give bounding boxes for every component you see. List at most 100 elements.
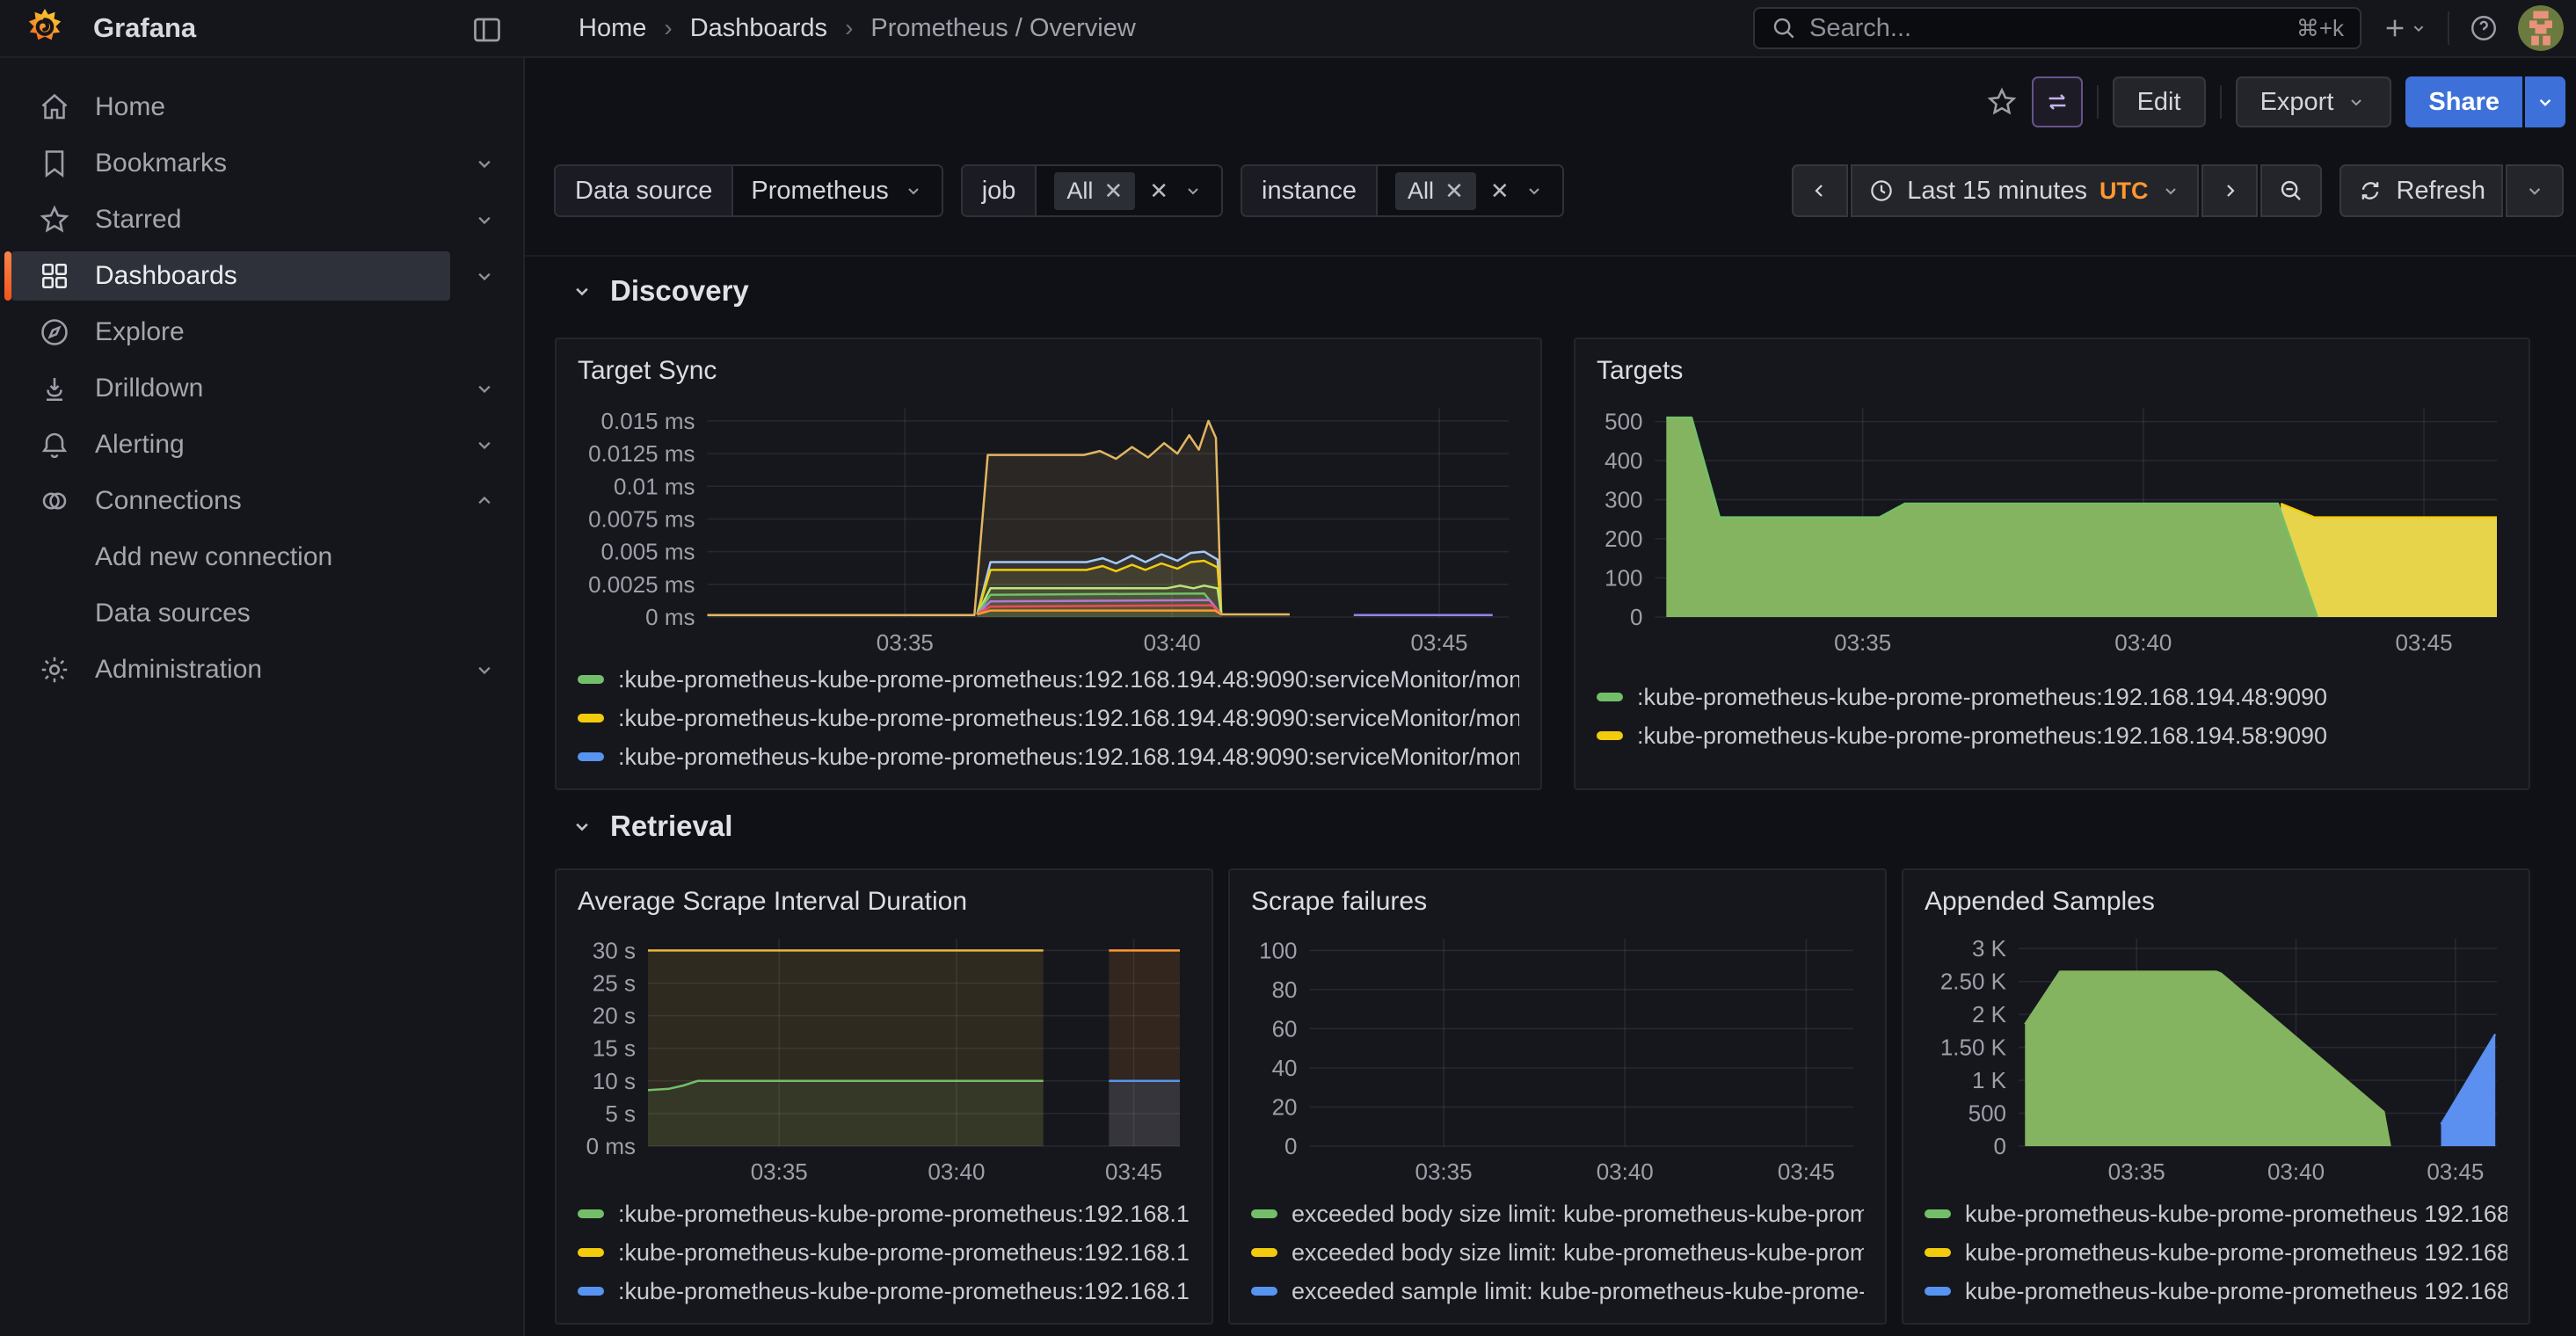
legend-swatch: [578, 714, 604, 722]
section-discovery[interactable]: Discovery: [570, 274, 749, 308]
legend-item[interactable]: kube-prometheus-kube-prome-prometheus 19…: [1925, 1233, 2507, 1272]
sidebar-item-home[interactable]: Home: [0, 79, 523, 135]
swap-arrows-button[interactable]: [2031, 76, 2083, 127]
y-tick-label: 3 K: [1972, 935, 2007, 962]
legend-item[interactable]: :kube-prometheus-kube-prome-prometheus:1…: [1597, 678, 2507, 716]
panel-targets: Targets 500 400 300 200 100 0 03:35 03:40 03:45 …: [1574, 338, 2530, 790]
legend-item[interactable]: :kube-prometheus-kube-prome-prometheus:1…: [578, 1233, 1190, 1272]
chevron-left-icon: [1815, 185, 1823, 197]
refresh-button[interactable]: Refresh: [2340, 164, 2503, 217]
series-area: [2281, 504, 2497, 617]
job-value-pill[interactable]: All ✕: [1054, 171, 1136, 210]
time-shift-back-button[interactable]: [1792, 164, 1849, 217]
legend-item[interactable]: kube-prometheus-kube-prome-prometheus 19…: [1925, 1194, 2507, 1233]
x-tick-label: 03:40: [2114, 629, 2172, 656]
add-button[interactable]: [2381, 14, 2428, 42]
search-placeholder: Search...: [1809, 13, 1912, 42]
instance-filter[interactable]: instance All ✕ ✕: [1241, 164, 1564, 217]
instance-value-pill[interactable]: All ✕: [1395, 171, 1476, 210]
sidebar-item-dashboards[interactable]: Dashboards: [0, 248, 523, 304]
average-scrape-chart[interactable]: 30 s 25 s 20 s 15 s 10 s 5 s 0 ms 03:35 03:40 03:…: [578, 925, 1190, 1188]
legend: :kube-prometheus-kube-prome-prometheus:1…: [1597, 678, 2507, 755]
app-title[interactable]: Grafana: [93, 12, 197, 43]
sidebar-item-connections[interactable]: Connections: [0, 473, 523, 529]
sidebar-item-administration[interactable]: Administration: [0, 642, 523, 698]
remove-value-icon[interactable]: ✕: [1103, 177, 1124, 204]
datasource-picker[interactable]: Data source Prometheus: [554, 164, 943, 217]
sidebar-item-explore[interactable]: Explore: [0, 304, 523, 360]
series-area: [1666, 418, 2318, 617]
series-line: [976, 559, 1223, 615]
legend-label: :kube-prometheus-kube-prome-prometheus:1…: [1637, 683, 2328, 710]
chevron-down-icon: [478, 385, 491, 394]
panel-title[interactable]: Targets: [1597, 356, 1684, 385]
search-input[interactable]: Search... ⌘+k: [1753, 7, 2361, 49]
avatar[interactable]: [2518, 5, 2564, 51]
y-tick-label: 200: [1605, 526, 1642, 552]
legend-swatch: [1251, 1248, 1277, 1257]
y-tick-label: 0: [1284, 1133, 1297, 1159]
refresh-interval-dropdown[interactable]: [2506, 164, 2564, 217]
time-shift-forward-button[interactable]: [2201, 164, 2259, 217]
sidebar-item-bookmarks[interactable]: Bookmarks: [0, 135, 523, 192]
breadcrumb-home[interactable]: Home: [579, 13, 647, 42]
series-area: [2025, 971, 2390, 1146]
star-dashboard-button[interactable]: [1986, 86, 2018, 118]
legend-item[interactable]: :kube-prometheus-kube-prome-prometheus:1…: [578, 737, 1519, 776]
panel-title[interactable]: Target Sync: [578, 356, 717, 385]
legend-swatch: [1925, 1287, 1951, 1296]
grafana-logo-icon[interactable]: [25, 8, 65, 48]
legend-label: kube-prometheus-kube-prome-prometheus 19…: [1965, 1200, 2507, 1227]
legend-item[interactable]: :kube-prometheus-kube-prome-prometheus:1…: [1597, 716, 2507, 755]
legend-item[interactable]: :kube-prometheus-kube-prome-prometheus:1…: [578, 660, 1519, 699]
legend-item[interactable]: exceeded body size limit: kube-prometheu…: [1251, 1194, 1864, 1233]
y-tick-label: 60: [1272, 1015, 1298, 1042]
section-retrieval[interactable]: Retrieval: [570, 810, 732, 843]
breadcrumb-separator: ›: [664, 14, 673, 41]
share-dropdown-button[interactable]: [2525, 76, 2565, 127]
legend-swatch: [578, 1287, 604, 1296]
time-range-picker[interactable]: Last 15 minutes UTC: [1851, 164, 2200, 217]
sidebar-item-alerting[interactable]: Alerting: [0, 417, 523, 473]
legend-item[interactable]: exceeded body size limit: kube-prometheu…: [1251, 1233, 1864, 1272]
legend-item[interactable]: :kube-prometheus-kube-prome-prometheus:1…: [578, 1272, 1190, 1311]
sidebar-item-add-new-connection[interactable]: Add new connection: [95, 542, 333, 571]
x-tick-label: 03:35: [1834, 629, 1891, 656]
swap-arrows-icon: [2048, 94, 2065, 110]
scrape-failures-chart[interactable]: 100 80 60 40 20 0 03:35 03:40 03:45: [1251, 925, 1864, 1188]
job-filter[interactable]: job All ✕ ✕: [960, 164, 1224, 217]
legend-swatch: [1251, 1209, 1277, 1218]
legend-label: :kube-prometheus-kube-prome-prometheus:1…: [618, 1238, 1190, 1266]
share-button[interactable]: Share: [2405, 76, 2522, 127]
sidebar-item-starred[interactable]: Starred: [0, 192, 523, 248]
sidebar-toggle-icon[interactable]: [469, 12, 505, 47]
edit-button[interactable]: Edit: [2112, 76, 2206, 127]
legend-label: :kube-prometheus-kube-prome-prometheus:1…: [618, 704, 1519, 731]
y-tick-label: 0.01 ms: [614, 473, 695, 499]
panel-title[interactable]: Scrape failures: [1251, 887, 1428, 916]
legend-label: exceeded sample limit: kube-prometheus-k…: [1292, 1277, 1864, 1304]
breadcrumb-dashboards[interactable]: Dashboards: [689, 13, 828, 42]
series-area: [1109, 950, 1180, 1146]
chevron-down-icon: [1188, 188, 1198, 195]
clear-filter-icon[interactable]: ✕: [1489, 177, 1510, 204]
target-sync-chart[interactable]: 0.015 ms 0.0125 ms 0.01 ms 0.0075 ms 0.005 m…: [578, 394, 1519, 659]
divider: [2219, 85, 2222, 119]
targets-chart[interactable]: 500 400 300 200 100 0 03:35 03:40 03:45: [1597, 394, 2507, 659]
legend-item[interactable]: :kube-prometheus-kube-prome-prometheus:1…: [578, 699, 1519, 737]
legend-item[interactable]: :kube-prometheus-kube-prome-prometheus:1…: [578, 1194, 1190, 1233]
panel-title[interactable]: Average Scrape Interval Duration: [578, 887, 968, 916]
help-button[interactable]: [2469, 13, 2499, 43]
appended-samples-chart[interactable]: 3 K 2.50 K 2 K 1.50 K 1 K 500 0 03:35 03:40 03:45: [1925, 925, 2507, 1188]
sidebar-item-data-sources[interactable]: Data sources: [95, 599, 251, 628]
remove-value-icon[interactable]: ✕: [1444, 177, 1464, 204]
export-button[interactable]: Export: [2235, 76, 2392, 127]
zoom-out-time-button[interactable]: [2260, 164, 2323, 217]
legend-item[interactable]: exceeded sample limit: kube-prometheus-k…: [1251, 1272, 1864, 1311]
panel-title[interactable]: Appended Samples: [1925, 887, 2155, 916]
dashboard-toolbar: Edit Export Share: [527, 60, 2576, 144]
y-tick-label: 100: [1259, 937, 1297, 963]
legend-item[interactable]: kube-prometheus-kube-prome-prometheus 19…: [1925, 1272, 2507, 1311]
clear-filter-icon[interactable]: ✕: [1149, 177, 1169, 204]
sidebar-item-drilldown[interactable]: Drilldown: [0, 360, 523, 417]
